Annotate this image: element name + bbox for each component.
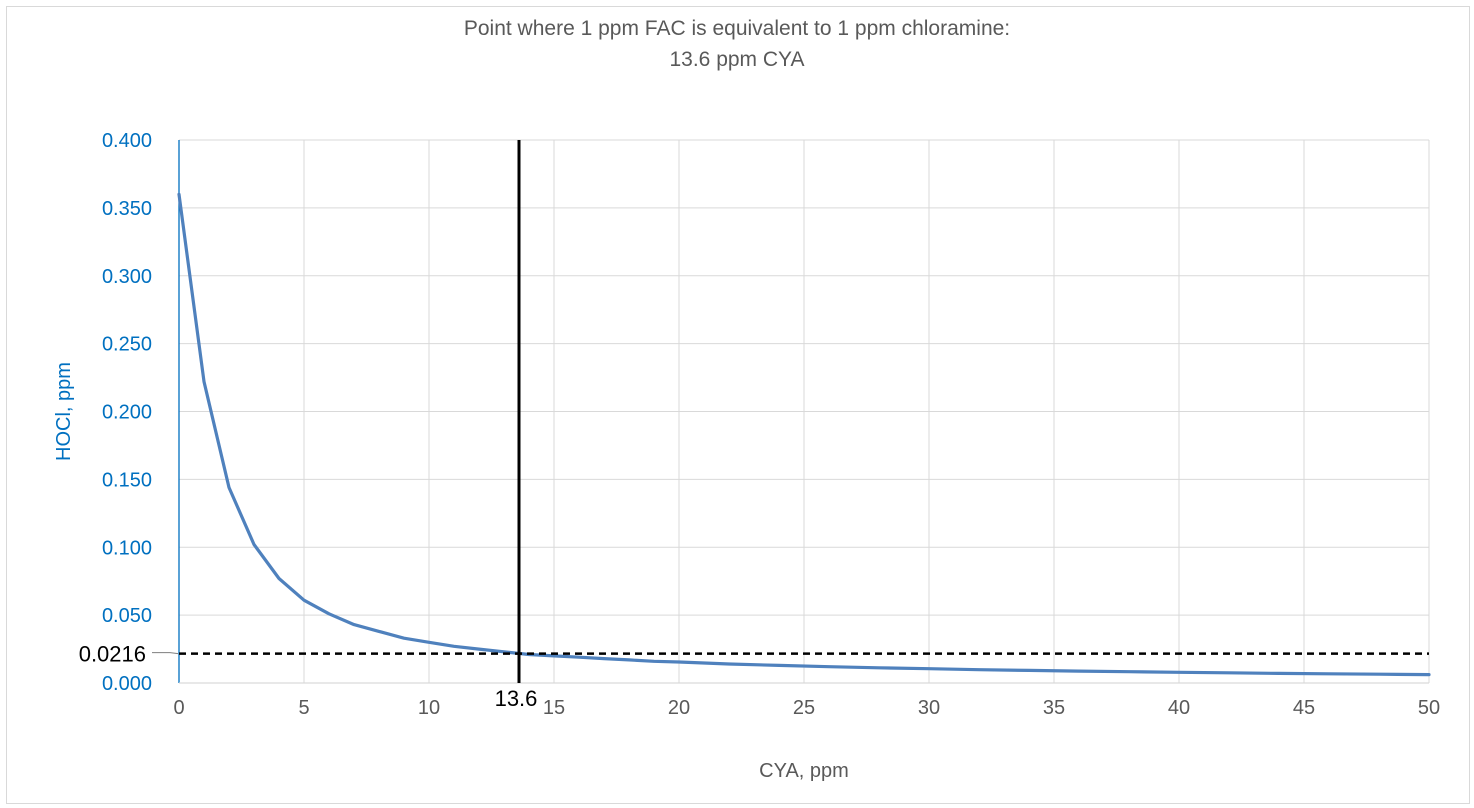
x-tick-label: 0	[173, 697, 184, 719]
chart-title-line-1: Point where 1 ppm FAC is equivalent to 1…	[463, 17, 1011, 40]
tick-labels: 0 5 10 15 20 25 30 35 40 45 50 0.000 0.050 0.100 0.150…	[53, 130, 1440, 782]
x-tick-label: 10	[418, 697, 440, 719]
reference-label-leader	[152, 652, 179, 655]
x-tick-label: 50	[1418, 697, 1440, 719]
reference-lines: 0.0216 13.6	[79, 140, 1429, 711]
y-tick-label: 0.150	[102, 469, 152, 491]
series-layer	[177, 192, 1431, 677]
x-tick-label: 30	[918, 697, 940, 719]
y-tick-label: 0.200	[102, 402, 152, 424]
y-tick-label: 0.400	[102, 130, 152, 152]
gridlines	[179, 139, 1430, 683]
horizontal-reference-label: 0.0216	[79, 642, 146, 667]
y-axis-title: HOCl, ppm	[53, 362, 75, 461]
x-tick-label: 15	[543, 697, 565, 719]
y-tick-label: 0.100	[102, 537, 152, 559]
y-tick-label: 0.350	[102, 198, 152, 220]
x-tick-label: 20	[668, 697, 690, 719]
y-tick-label: 0.250	[102, 334, 152, 356]
chart-frame	[6, 6, 1470, 804]
axes	[178, 140, 1429, 684]
x-tick-label: 40	[1168, 697, 1190, 719]
x-tick-label: 35	[1043, 697, 1065, 719]
y-tick-label: 0.000	[102, 673, 152, 695]
vertical-reference-label: 13.6	[495, 686, 538, 711]
x-tick-label: 5	[298, 697, 309, 719]
x-tick-label: 45	[1293, 697, 1315, 719]
chart-title-line-2: 13.6 ppm CYA	[669, 48, 805, 71]
y-tick-label: 0.050	[102, 605, 152, 627]
x-tick-label: 25	[793, 697, 815, 719]
y-tick-label: 0.300	[102, 266, 152, 288]
series-line	[177, 192, 1431, 677]
x-axis-title: CYA, ppm	[759, 760, 849, 782]
